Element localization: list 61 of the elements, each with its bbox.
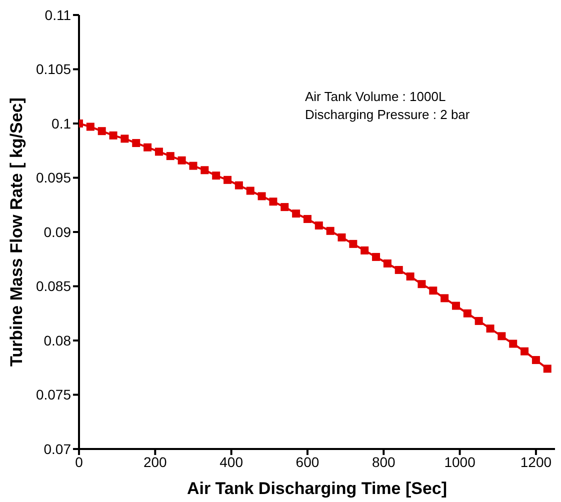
point [314,221,323,230]
y-tick-label: 0.07 [44,440,72,457]
point [486,324,494,333]
point [120,134,129,143]
point [418,280,426,288]
x-tick-label: 200 [143,454,168,470]
x-tick-label: 400 [220,454,244,470]
x-axis-title: Air Tank Discharging Time [Sec] [186,479,448,498]
y-axis-title: Turbine Mass Flow Rate [ kg/Sec] [7,98,26,366]
y-tick-label: 0.105 [36,61,72,78]
point [292,210,300,218]
point [98,127,106,136]
y-tick-label: 0.1 [52,115,72,132]
y-tick-label: 0.09 [44,224,72,240]
y-tick-label: 0.085 [36,278,72,294]
point [178,156,186,164]
point [394,266,403,274]
point [543,364,552,373]
point [234,181,243,190]
point [474,316,483,325]
point [144,143,152,152]
point [440,294,449,302]
point [269,198,278,206]
point [349,240,358,248]
point [383,259,392,268]
point [303,214,312,223]
point [224,176,232,184]
point [109,131,118,140]
x-tick-label: 800 [372,454,396,470]
point [200,166,209,174]
point [520,347,529,356]
point [86,122,94,131]
y-tick-label: 0.08 [44,332,72,348]
point [360,246,369,254]
x-tick-label: 600 [296,454,320,470]
point [509,340,518,348]
point [406,272,414,280]
point [452,302,460,310]
point [189,162,198,170]
annotation: Air Tank Volume : 1000L [305,88,447,106]
point [212,172,220,180]
point [498,332,506,340]
point [154,148,163,156]
point [326,226,334,235]
point [372,252,380,261]
point [280,203,289,212]
point [258,192,266,200]
point [338,233,346,242]
point [429,286,438,295]
point [132,139,140,148]
y-tick-label: 0.11 [44,6,72,23]
x-tick-label: 1200 [520,454,552,470]
point [246,186,254,195]
point [532,356,540,364]
x-tick-label: 1000 [444,454,476,470]
x-tick-label: 0 [75,454,84,470]
y-tick-label: 0.075 [36,386,72,403]
annotation: Discharging Pressure : 2 bar [305,106,470,124]
point [166,152,174,160]
point [463,309,472,318]
y-tick-label: 0.095 [36,170,72,186]
